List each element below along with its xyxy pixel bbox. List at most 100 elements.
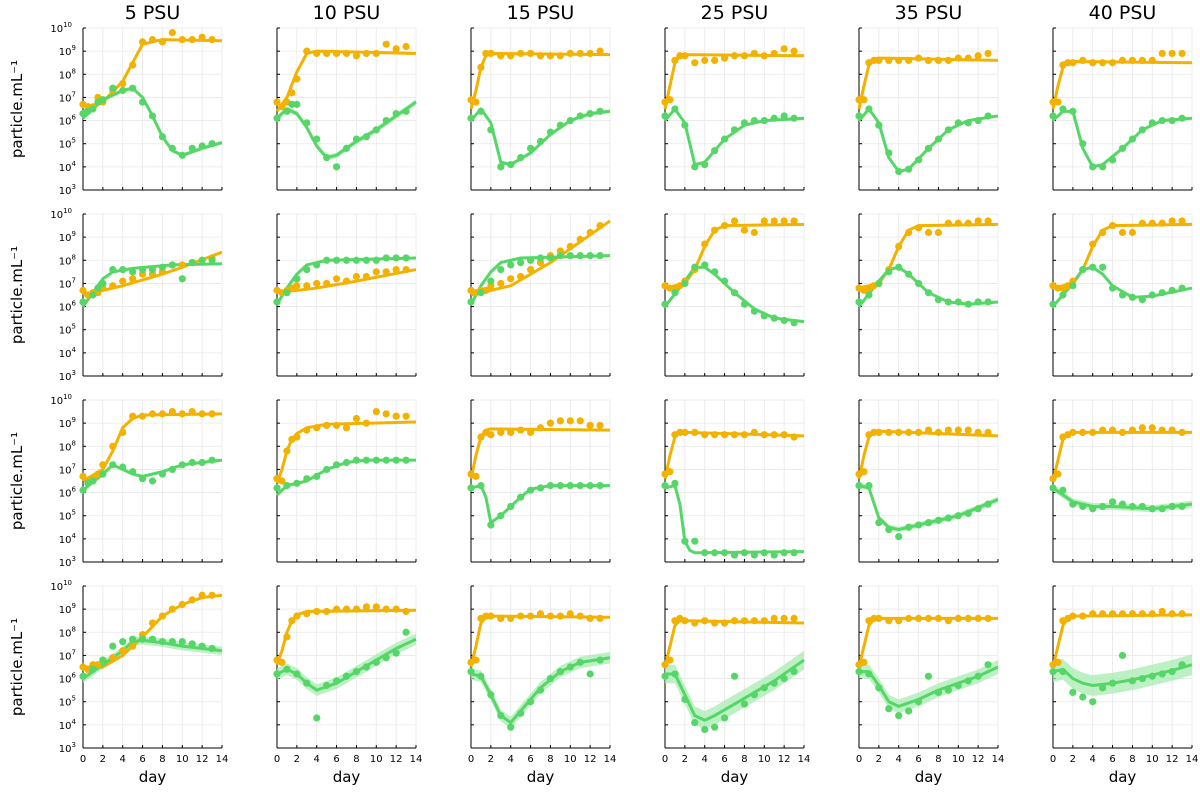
- yellow-data-point: [1158, 49, 1166, 58]
- green-data-point: [914, 156, 923, 164]
- yellow-data-point: [1128, 426, 1137, 434]
- yellow-data-point: [497, 52, 505, 60]
- green-data-point: [178, 151, 186, 159]
- yellow-data-point: [1178, 217, 1186, 225]
- panel-r3-c6: [1049, 399, 1193, 563]
- green-data-point: [576, 252, 584, 260]
- green-data-point: [372, 126, 380, 134]
- green-data-point: [1168, 286, 1176, 294]
- yellow-data-point: [119, 79, 127, 88]
- green-data-point: [1099, 163, 1107, 171]
- yellow-data-point: [586, 421, 594, 430]
- green-data-point: [1168, 502, 1176, 511]
- green-data-point: [487, 126, 495, 134]
- green-data-point: [487, 521, 495, 529]
- green-data-point: [865, 670, 873, 678]
- yellow-data-point: [1089, 240, 1097, 248]
- green-data-point: [392, 649, 400, 657]
- green-data-point: [178, 461, 186, 469]
- green-data-point: [303, 119, 311, 127]
- yellow-data-point: [129, 412, 137, 420]
- x-tick-label: 14: [798, 754, 811, 765]
- yellow-data-point: [168, 407, 176, 416]
- green-data-point: [770, 679, 778, 687]
- x-tick-label: 6: [527, 754, 533, 765]
- y-tick-label: 1010: [50, 393, 72, 407]
- yellow-data-point: [283, 447, 291, 455]
- green-data-point: [1099, 502, 1107, 511]
- yellow-data-point: [536, 52, 545, 60]
- green-data-point: [109, 265, 117, 274]
- green-data-point: [392, 254, 400, 262]
- yellow-data-point: [1118, 428, 1127, 436]
- x-tick-label: 14: [216, 754, 229, 765]
- yellow-data-point: [576, 417, 584, 425]
- yellow-data-point: [129, 61, 137, 69]
- green-data-point: [711, 723, 719, 731]
- green-data-point: [964, 119, 972, 127]
- green-data-point: [895, 532, 903, 541]
- x-tick-label: 4: [508, 754, 514, 765]
- x-tick-label: 0: [662, 754, 668, 765]
- yellow-data-point: [352, 52, 361, 60]
- x-axis-label: day: [1109, 768, 1137, 786]
- y-tick-label: 109: [59, 230, 76, 244]
- green-uncertainty-band: [665, 650, 804, 730]
- x-tick-label: 12: [778, 754, 791, 765]
- yellow-data-point: [780, 614, 788, 623]
- yellow-data-point: [984, 614, 992, 623]
- green-data-point: [924, 519, 933, 527]
- green-data-point: [1138, 502, 1146, 511]
- green-data-point: [273, 298, 281, 306]
- green-data-point: [467, 668, 475, 676]
- yellow-data-point: [954, 426, 962, 434]
- green-data-point: [855, 668, 863, 676]
- yellow-data-point: [487, 49, 495, 58]
- green-data-point: [1128, 293, 1137, 301]
- y-tick-label: 106: [59, 672, 77, 686]
- green-data-point: [392, 456, 400, 464]
- green-data-point: [168, 144, 176, 152]
- yellow-data-point: [119, 647, 127, 655]
- yellow-data-point: [372, 407, 380, 416]
- yellow-data-point: [1089, 59, 1097, 67]
- green-data-point: [740, 700, 749, 708]
- green-data-point: [138, 635, 147, 643]
- yellow-data-point: [362, 49, 370, 58]
- green-data-point: [711, 147, 719, 155]
- x-axis-label: day: [915, 768, 943, 786]
- green-data-point: [964, 300, 972, 308]
- yellow-data-point: [790, 47, 798, 55]
- green-data-point: [1118, 651, 1127, 660]
- green-data-point: [750, 116, 758, 125]
- green-data-point: [596, 252, 604, 260]
- yellow-fit-line: [83, 593, 223, 669]
- yellow-data-point: [392, 412, 400, 420]
- green-data-point: [865, 291, 873, 299]
- column-title: 10 PSU: [313, 2, 381, 24]
- y-tick-label: 109: [59, 602, 76, 616]
- y-axis-label: particle.mL⁻¹: [8, 618, 26, 716]
- yellow-data-point: [1158, 426, 1166, 434]
- yellow-data-point: [905, 614, 913, 623]
- green-data-point: [1089, 505, 1097, 513]
- yellow-data-point: [780, 431, 788, 439]
- panel-r4-c5: 0 2 4 6 8 10 12 14: [855, 585, 1005, 765]
- x-axis-label: day: [139, 768, 167, 786]
- green-data-point: [1178, 114, 1186, 122]
- green-data-point: [536, 686, 545, 694]
- green-data-point: [352, 256, 361, 264]
- yellow-data-point: [711, 56, 719, 64]
- green-data-point: [974, 298, 982, 306]
- x-tick-label: 14: [992, 754, 1005, 765]
- x-tick-label: 10: [952, 754, 965, 765]
- green-data-point: [750, 551, 758, 559]
- green-data-point: [790, 668, 798, 676]
- green-data-point: [517, 493, 525, 501]
- green-data-point: [895, 167, 903, 176]
- yellow-data-point: [720, 54, 729, 62]
- yellow-data-point: [790, 433, 798, 441]
- yellow-data-point: [1099, 228, 1107, 237]
- yellow-data-point: [129, 642, 137, 650]
- yellow-data-point: [79, 472, 87, 480]
